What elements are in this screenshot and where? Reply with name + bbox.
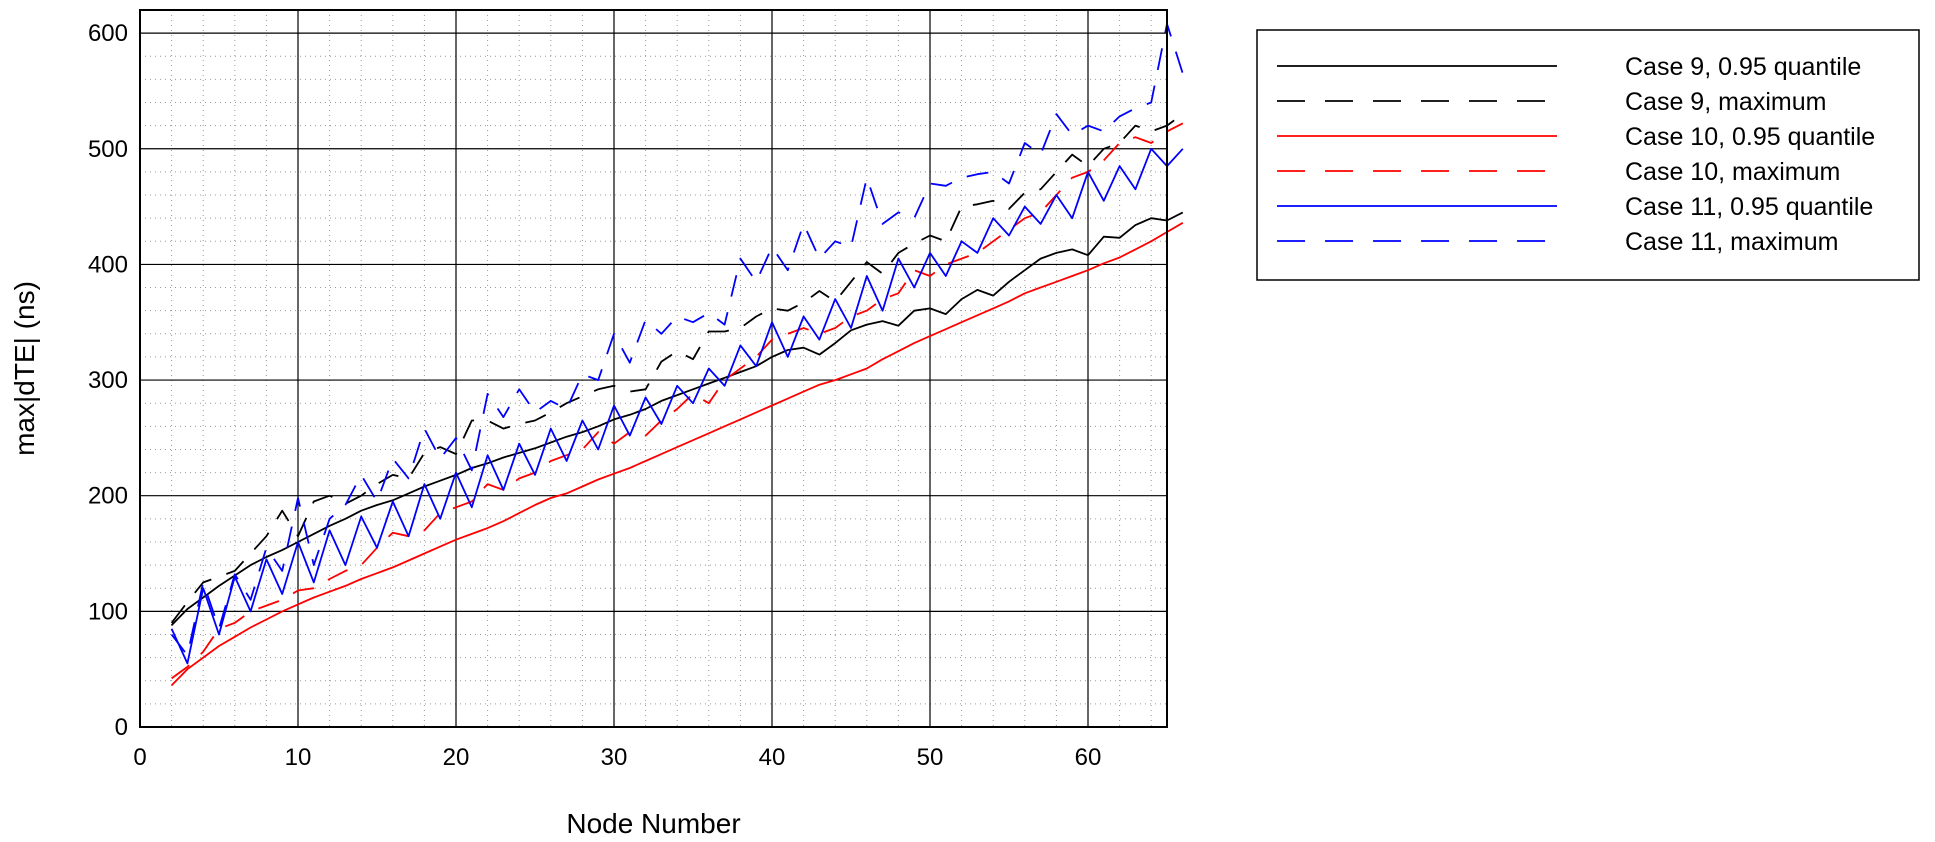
plot-frame — [139, 9, 1168, 728]
series-line-3 — [170, 222, 1184, 687]
y-axis-ticks: 0 100 200 300 400 500 600 — [88, 20, 128, 741]
legend-label-3: Case 10, 0.95 quantile — [1625, 123, 1875, 151]
x-axis-ticks: 0 10 20 30 40 50 60 — [133, 744, 1101, 771]
x-tick-label: 60 — [1075, 744, 1102, 771]
major-grid — [140, 10, 1167, 727]
series-layer — [170, 22, 1184, 687]
legend-box — [1256, 29, 1920, 281]
y-tick-label: 100 — [88, 598, 128, 625]
series-line-1 — [170, 211, 1184, 626]
y-tick-label: 0 — [115, 714, 128, 741]
legend-label-5: Case 11, 0.95 quantile — [1625, 193, 1873, 221]
legend-label-4: Case 10, maximum — [1625, 158, 1840, 186]
y-tick-label: 400 — [88, 251, 128, 278]
series-line-2 — [170, 113, 1184, 624]
y-tick-label: 600 — [88, 20, 128, 47]
y-tick-label: 200 — [88, 483, 128, 510]
legend-label-1: Case 9, 0.95 quantile — [1625, 53, 1861, 81]
y-tick-label: 300 — [88, 367, 128, 394]
x-axis-title: Node Number — [566, 808, 740, 839]
x-tick-label: 50 — [917, 744, 944, 771]
y-tick-label: 500 — [88, 136, 128, 163]
series-line-5 — [170, 147, 1184, 665]
y-axis-title: max|dTE| (ns) — [9, 281, 40, 456]
legend-label-6: Case 11, maximum — [1625, 228, 1839, 256]
x-tick-label: 0 — [133, 744, 146, 771]
legend: Case 9, 0.95 quantile Case 9, maximum Case… — [1256, 29, 1920, 281]
x-tick-label: 10 — [285, 744, 312, 771]
x-tick-label: 30 — [601, 744, 628, 771]
legend-label-2: Case 9, maximum — [1625, 88, 1826, 116]
x-tick-label: 40 — [759, 744, 786, 771]
minor-grid — [140, 10, 1167, 727]
x-tick-label: 20 — [443, 744, 470, 771]
